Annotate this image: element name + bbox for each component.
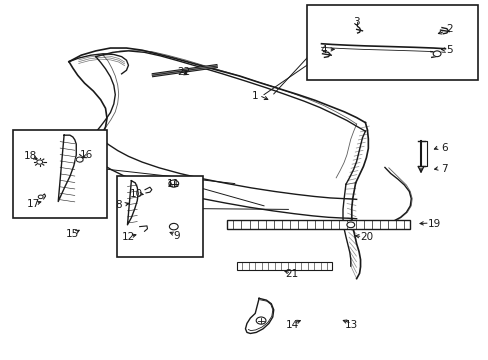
- Text: 9: 9: [173, 231, 179, 240]
- Text: 21: 21: [285, 269, 298, 279]
- Circle shape: [346, 222, 354, 228]
- Text: 2: 2: [445, 24, 452, 35]
- Text: 6: 6: [440, 143, 447, 153]
- Text: 17: 17: [27, 199, 41, 210]
- Circle shape: [76, 157, 83, 162]
- Text: 19: 19: [427, 219, 440, 229]
- Circle shape: [256, 317, 265, 324]
- Circle shape: [37, 160, 42, 164]
- Text: 15: 15: [66, 229, 80, 239]
- Bar: [227, 220, 409, 229]
- Text: 5: 5: [445, 45, 452, 55]
- Text: 18: 18: [23, 150, 37, 161]
- Bar: [117, 176, 203, 257]
- Circle shape: [168, 180, 178, 187]
- Text: 7: 7: [440, 164, 447, 174]
- Text: 20: 20: [359, 232, 372, 242]
- Text: 4: 4: [320, 45, 327, 55]
- Text: 16: 16: [79, 150, 92, 160]
- Circle shape: [169, 224, 178, 230]
- Text: 8: 8: [115, 200, 122, 210]
- Circle shape: [38, 195, 43, 199]
- Circle shape: [432, 51, 440, 57]
- Text: 3: 3: [353, 17, 359, 27]
- Bar: [306, 5, 477, 80]
- Text: 10: 10: [129, 189, 142, 199]
- Text: 22: 22: [177, 67, 190, 77]
- Text: 14: 14: [285, 320, 298, 330]
- Text: 11: 11: [167, 179, 180, 189]
- Text: 1: 1: [251, 91, 258, 101]
- Text: 12: 12: [122, 232, 135, 242]
- Bar: [13, 130, 107, 218]
- Bar: [237, 262, 331, 270]
- Text: 13: 13: [345, 320, 358, 330]
